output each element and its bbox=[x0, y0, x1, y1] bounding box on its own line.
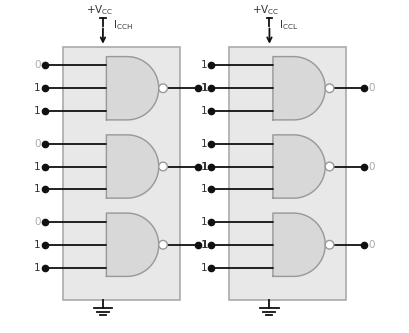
Polygon shape bbox=[273, 57, 325, 120]
Text: 0: 0 bbox=[369, 162, 375, 171]
Text: 0: 0 bbox=[369, 240, 375, 250]
Polygon shape bbox=[106, 57, 159, 120]
Text: 1: 1 bbox=[200, 184, 207, 194]
Polygon shape bbox=[106, 213, 159, 276]
Text: 1: 1 bbox=[34, 162, 40, 171]
Text: I$_\mathrm{CCH}$: I$_\mathrm{CCH}$ bbox=[113, 18, 133, 32]
Text: 1: 1 bbox=[34, 106, 40, 116]
Text: 0: 0 bbox=[34, 61, 40, 71]
Polygon shape bbox=[106, 135, 159, 198]
Text: 1: 1 bbox=[34, 262, 40, 272]
Text: 0: 0 bbox=[369, 83, 375, 93]
Text: 1: 1 bbox=[200, 83, 207, 93]
Circle shape bbox=[325, 162, 334, 171]
Text: +V$_{\mathrm{CC}}$: +V$_{\mathrm{CC}}$ bbox=[86, 3, 113, 17]
Circle shape bbox=[159, 162, 167, 171]
Bar bbox=[63, 47, 180, 300]
Text: 1: 1 bbox=[200, 262, 207, 272]
Bar bbox=[229, 47, 346, 300]
Circle shape bbox=[159, 240, 167, 249]
Circle shape bbox=[159, 84, 167, 93]
Text: I$_\mathrm{CCL}$: I$_\mathrm{CCL}$ bbox=[279, 18, 299, 32]
Text: 0: 0 bbox=[34, 217, 40, 227]
Text: 1: 1 bbox=[200, 240, 207, 250]
Text: 1: 1 bbox=[200, 61, 207, 71]
Text: 1: 1 bbox=[200, 162, 207, 171]
Text: 1: 1 bbox=[34, 83, 40, 93]
Text: 0: 0 bbox=[34, 139, 40, 149]
Polygon shape bbox=[273, 213, 325, 276]
Text: 1: 1 bbox=[200, 139, 207, 149]
Circle shape bbox=[325, 84, 334, 93]
Text: 1: 1 bbox=[200, 217, 207, 227]
Circle shape bbox=[325, 240, 334, 249]
Text: +V$_{\mathrm{CC}}$: +V$_{\mathrm{CC}}$ bbox=[252, 3, 280, 17]
Text: 1: 1 bbox=[202, 83, 209, 93]
Text: 1: 1 bbox=[200, 106, 207, 116]
Polygon shape bbox=[273, 135, 325, 198]
Text: 1: 1 bbox=[34, 240, 40, 250]
Text: 1: 1 bbox=[202, 162, 209, 171]
Text: 1: 1 bbox=[202, 240, 209, 250]
Text: 1: 1 bbox=[34, 184, 40, 194]
